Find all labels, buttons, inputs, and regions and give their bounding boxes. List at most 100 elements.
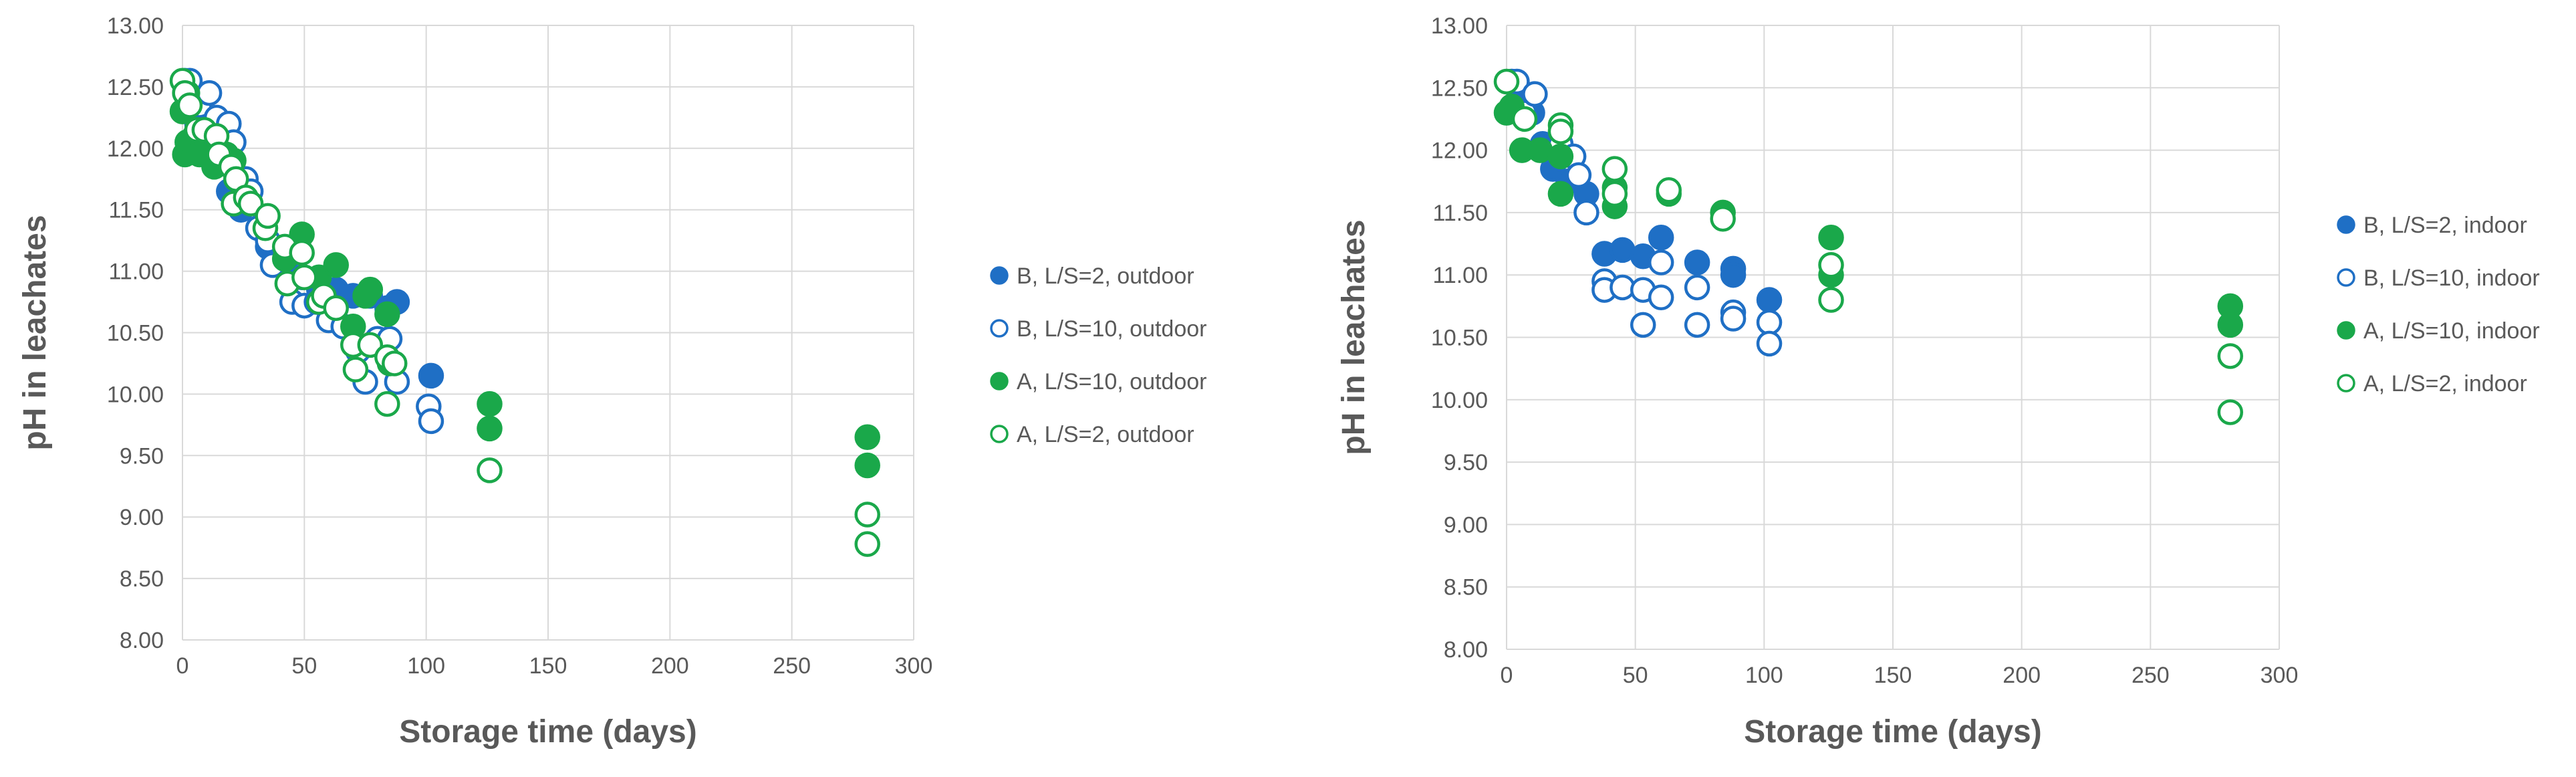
legend-label: A, L/S=2, outdoor (1017, 422, 1194, 447)
legend-marker (2337, 321, 2355, 340)
legend-label: B, L/S=10, outdoor (1017, 316, 1206, 342)
data-point (2217, 399, 2244, 425)
legend-label: B, L/S=2, outdoor (1017, 263, 1194, 289)
y-tick-label: 12.50 (1431, 76, 1488, 101)
data-point (237, 191, 264, 217)
series-3 (169, 68, 880, 557)
data-point (1648, 249, 1674, 275)
legend-marker (2337, 268, 2355, 287)
x-tick-label: 150 (1874, 663, 1912, 688)
data-point (1720, 306, 1747, 332)
data-point (477, 391, 503, 417)
data-point (1522, 81, 1548, 107)
legend-label: A, L/S=10, outdoor (1017, 369, 1206, 395)
y-tick-label: 13.00 (107, 13, 164, 39)
x-axis-title: Storage time (days) (1744, 714, 2041, 750)
y-tick-label: 9.00 (120, 505, 164, 530)
y-tick-label: 10.50 (107, 321, 164, 346)
y-tick-label: 8.50 (120, 566, 164, 592)
chart-right: 8.00 8.50 9.00 9.50 10.00 10.50 11.00 11.50 12.0… (1336, 13, 2540, 750)
y-tick-label: 13.00 (1431, 13, 1488, 39)
data-point (357, 332, 384, 358)
data-point (323, 252, 349, 278)
legend-marker (2337, 215, 2355, 234)
data-point (2217, 312, 2244, 338)
data-point (1601, 181, 1628, 207)
series-3 (1493, 68, 2244, 425)
data-point (854, 531, 880, 557)
y-axis-title: pH in leachates (1336, 219, 1372, 455)
data-point (1756, 287, 1783, 313)
data-point (854, 424, 880, 450)
data-point (418, 362, 444, 389)
x-tick-label: 100 (1745, 663, 1783, 688)
data-point (1547, 143, 1574, 170)
legend-marker (990, 372, 1009, 391)
y-tick-label: 8.50 (1444, 575, 1488, 600)
x-tick-label: 250 (2132, 663, 2170, 688)
y-tick-label: 12.50 (107, 75, 164, 100)
legend: B, L/S=2, outdoor B, L/S=10, outdoor A, L/… (990, 263, 1206, 447)
y-tick-label: 9.50 (120, 443, 164, 469)
data-point (477, 457, 503, 483)
data-point (374, 391, 400, 417)
data-point (1565, 162, 1592, 189)
legend-marker (990, 266, 1009, 285)
data-point (1684, 249, 1710, 275)
x-tick-label: 200 (651, 653, 689, 679)
y-tick-label: 9.00 (1444, 512, 1488, 538)
data-point (2217, 343, 2244, 369)
data-point (291, 264, 317, 291)
x-tick-label: 150 (529, 653, 567, 679)
data-point (1573, 199, 1599, 226)
y-tick-label: 9.50 (1444, 450, 1488, 475)
x-tick-label: 50 (1623, 663, 1648, 688)
data-point (1656, 177, 1682, 203)
y-tick-label: 11.00 (1432, 263, 1488, 288)
x-tick-label: 50 (291, 653, 317, 679)
y-tick-label: 11.00 (108, 259, 164, 285)
data-point (1818, 224, 1844, 251)
data-point (1818, 287, 1844, 313)
legend-marker (990, 425, 1009, 443)
y-tick-label: 8.00 (120, 628, 164, 653)
legend: B, L/S=2, indoor B, L/S=10, indoor A, L/S=… (2337, 213, 2540, 397)
data-point (1648, 284, 1674, 311)
chart-left: 8.00 8.50 9.00 9.50 10.00 10.50 11.00 11.50 12.0… (17, 13, 1206, 750)
data-point (854, 452, 880, 479)
y-tick-label: 12.00 (1431, 138, 1488, 164)
y-tick-label: 10.00 (107, 382, 164, 407)
legend-marker (2337, 374, 2355, 393)
data-point (854, 502, 880, 528)
data-point (255, 203, 281, 229)
data-point (1648, 224, 1674, 251)
data-point (1609, 274, 1636, 301)
y-tick-label: 11.50 (108, 198, 164, 223)
x-tick-label: 0 (176, 653, 189, 679)
data-point (289, 239, 315, 266)
legend-label: A, L/S=2, indoor (2363, 371, 2527, 397)
data-point (1601, 156, 1628, 182)
data-point (323, 295, 349, 321)
legend-marker (990, 319, 1009, 338)
data-point (1511, 106, 1538, 132)
series-1 (1504, 68, 1783, 357)
data-point (1710, 205, 1736, 232)
y-tick-label: 8.00 (1444, 637, 1488, 663)
data-point (1684, 274, 1710, 301)
data-point (1547, 118, 1574, 144)
data-point (418, 408, 444, 435)
x-tick-label: 200 (2003, 663, 2041, 688)
data-point (1756, 330, 1783, 357)
x-tick-label: 0 (1501, 663, 1513, 688)
y-axis-title: pH in leachates (17, 215, 53, 450)
data-point (357, 276, 384, 303)
data-point (342, 356, 369, 382)
y-tick-label: 10.00 (1431, 388, 1488, 413)
x-tick-label: 300 (895, 653, 933, 679)
y-tick-label: 12.00 (107, 136, 164, 162)
legend-label: B, L/S=2, indoor (2363, 213, 2527, 238)
y-tick-label: 11.50 (1432, 201, 1488, 226)
data-point (176, 92, 203, 118)
